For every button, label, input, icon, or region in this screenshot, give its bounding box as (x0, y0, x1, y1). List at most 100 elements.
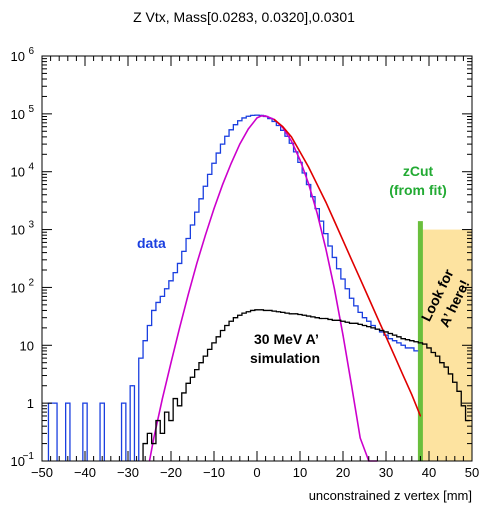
series-0-point (226, 135, 228, 137)
x-axis-title: unconstrained z vertex [mm] (309, 488, 472, 503)
series-0-point (166, 288, 168, 290)
series-line-0 (47, 114, 419, 461)
series-3-point (204, 355, 206, 357)
series-3-point (239, 314, 241, 316)
series-0-point (320, 220, 323, 222)
series-3-point (394, 334, 396, 336)
series-3-point (183, 392, 185, 394)
series-3-point (166, 411, 168, 413)
series-3-point (402, 338, 404, 340)
series-3-point (200, 362, 202, 364)
x-tick-label: 20 (336, 465, 350, 480)
series-0-point (402, 344, 404, 346)
series-3-point (437, 355, 439, 357)
series-0-point (282, 129, 284, 131)
series-line-3 (142, 309, 470, 461)
series-2-point (368, 297, 370, 299)
series-1-point (187, 294, 189, 296)
series-3-point (222, 329, 224, 332)
series-0-point (84, 402, 86, 404)
chart-title: Z Vtx, Mass[0.0283, 0.0320],0.0301 (133, 9, 355, 25)
series-layer (47, 114, 470, 462)
series-3-point (333, 319, 335, 321)
series-0-point (277, 124, 280, 127)
series-0-point (247, 115, 249, 117)
x-tick-label: −50 (31, 465, 53, 480)
series-0-point (187, 237, 189, 240)
series-3-point (243, 312, 245, 314)
y-tick-exponent: 2 (28, 277, 34, 288)
series-2-point (316, 183, 318, 186)
series-3-point (265, 309, 267, 312)
series-3-point (286, 312, 288, 314)
series-3-point (303, 314, 305, 316)
series-2-point (333, 220, 335, 222)
series-3-point (157, 419, 159, 422)
series-2-point (351, 259, 353, 261)
series-1-point (260, 115, 262, 117)
series-3-point (226, 324, 228, 327)
series-1-point (230, 162, 232, 164)
series-3-point (161, 432, 163, 434)
series-1-point (239, 143, 241, 145)
series-3-point (329, 318, 331, 321)
series-3-point (454, 381, 456, 383)
series-0-point (222, 143, 224, 145)
y-tick-exponent: 4 (28, 162, 34, 173)
series-3-point (428, 347, 430, 349)
series-2-point (402, 374, 404, 377)
series-3-point (355, 322, 357, 324)
plot-frame (41, 55, 473, 462)
series-3-point (372, 327, 374, 329)
series-3-point (325, 317, 327, 320)
series-0-point (234, 124, 237, 126)
series-0-point (252, 114, 254, 117)
series-2-point (299, 151, 301, 153)
series-0-point (123, 402, 125, 404)
y-tick-exponent: 6 (28, 46, 34, 57)
series-0-point (230, 129, 232, 131)
x-tick-label: −20 (160, 465, 182, 480)
series-0-point (351, 297, 353, 299)
series-1-point (316, 212, 318, 215)
series-3-point (209, 348, 211, 350)
y-tick-label: 10 (11, 454, 25, 469)
series-0-point (359, 311, 361, 314)
series-2-point (411, 394, 413, 396)
series-0-point (67, 402, 69, 404)
series-0-point (209, 173, 211, 175)
series-3-point (462, 405, 464, 407)
series-0-point (273, 120, 275, 123)
series-2-point (359, 278, 361, 280)
series-3-point (449, 373, 452, 375)
x-tick-label: −40 (74, 465, 96, 480)
series-3-point (351, 322, 353, 324)
series-0-point (329, 245, 331, 247)
series-1-point (179, 327, 181, 329)
series-3-point (290, 313, 292, 315)
y-tick-label: 10 (11, 107, 25, 122)
series-0-point (191, 224, 194, 226)
series-0-point (183, 250, 185, 252)
x-tick-label: 0 (253, 465, 260, 480)
x-tick-label: −30 (117, 465, 139, 480)
series-1-point (153, 437, 155, 439)
series-3-point (148, 432, 151, 434)
series-1 (148, 115, 378, 462)
series-1-point (161, 397, 163, 400)
series-0-point (157, 301, 159, 304)
series-3-point (191, 376, 194, 378)
series-3-point (187, 382, 189, 384)
series-line-1 (148, 115, 378, 462)
series-2-point (342, 239, 344, 241)
series-3-point (406, 339, 409, 341)
series-0-point (394, 340, 396, 342)
y-tick-label: 10 (11, 165, 25, 180)
series-0-point (213, 162, 215, 164)
series-0-point (346, 288, 348, 290)
series-3-point (338, 319, 340, 321)
series-3-point (196, 368, 198, 371)
series-3-point (299, 313, 301, 316)
y-tick-label: 10 (11, 49, 25, 64)
